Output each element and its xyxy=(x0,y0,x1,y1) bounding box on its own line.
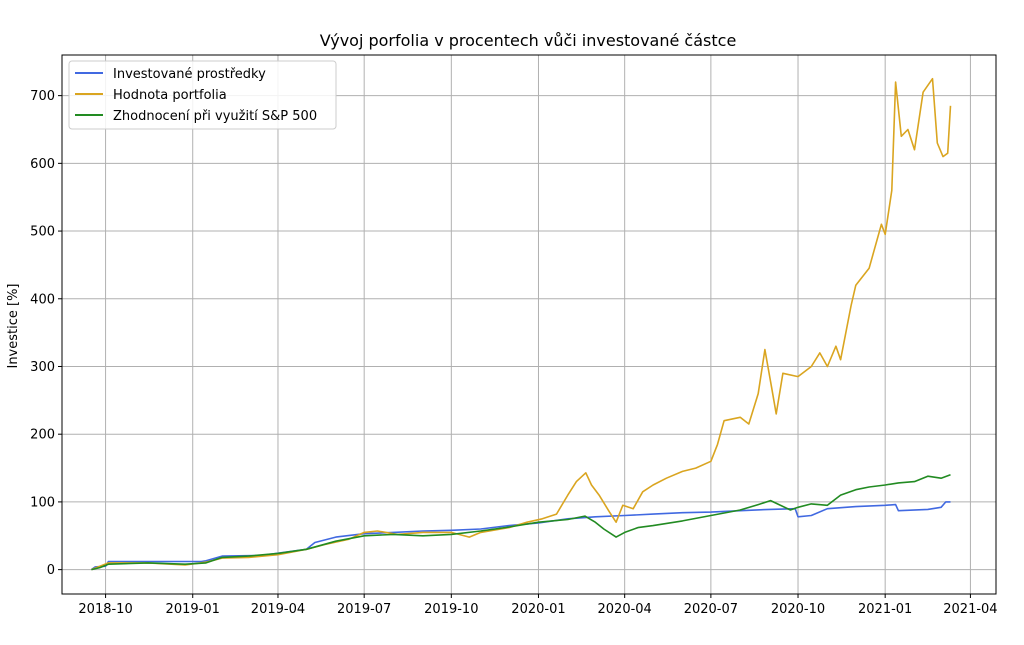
x-tick-label: 2019-10 xyxy=(424,602,478,617)
y-axis-label: Investice [%] xyxy=(6,283,21,368)
x-tick-label: 2019-01 xyxy=(166,602,220,617)
y-tick-label: 0 xyxy=(47,563,55,578)
x-tick-label: 2020-07 xyxy=(684,602,738,617)
series-line-1 xyxy=(90,501,951,571)
y-tick-label: 400 xyxy=(30,292,55,307)
series-lines xyxy=(90,77,952,571)
grid xyxy=(62,55,996,594)
y-tick-label: 500 xyxy=(30,225,55,240)
series-line-3 xyxy=(91,474,951,571)
y-tick-label: 100 xyxy=(30,495,55,510)
legend-label: Hodnota portfolia xyxy=(113,88,227,103)
x-tick-label: 2020-04 xyxy=(598,602,652,617)
series-line-2 xyxy=(91,77,952,571)
x-tick-label: 2020-01 xyxy=(511,602,565,617)
legend-label: Zhodnocení při využití S&P 500 xyxy=(113,109,317,124)
x-tick-label: 2019-07 xyxy=(337,602,391,617)
x-tick-label: 2019-04 xyxy=(251,602,305,617)
legend: Investované prostředky Hodnota portfolia Z… xyxy=(68,60,337,130)
x-tick-label: 2018-10 xyxy=(78,602,132,617)
y-tick-label: 600 xyxy=(30,157,55,172)
chart-title: Vývoj porfolia v procentech vůči investo… xyxy=(320,31,737,50)
x-tick-label: 2021-04 xyxy=(943,602,997,617)
y-axis-ticks: 0 100 200 300 400 500 600 700 xyxy=(30,89,62,578)
y-tick-label: 200 xyxy=(30,428,55,443)
y-tick-label: 700 xyxy=(30,89,55,104)
legend-box xyxy=(68,60,337,130)
x-tick-label: 2020-10 xyxy=(771,602,825,617)
x-tick-label: 2021-01 xyxy=(858,602,912,617)
y-tick-label: 300 xyxy=(30,360,55,375)
plot-frame xyxy=(61,54,997,595)
x-axis-ticks: 2018-10 2019-01 2019-04 2019-07 2019-10 2020-… xyxy=(78,594,998,617)
legend-label: Investované prostředky xyxy=(113,67,266,82)
